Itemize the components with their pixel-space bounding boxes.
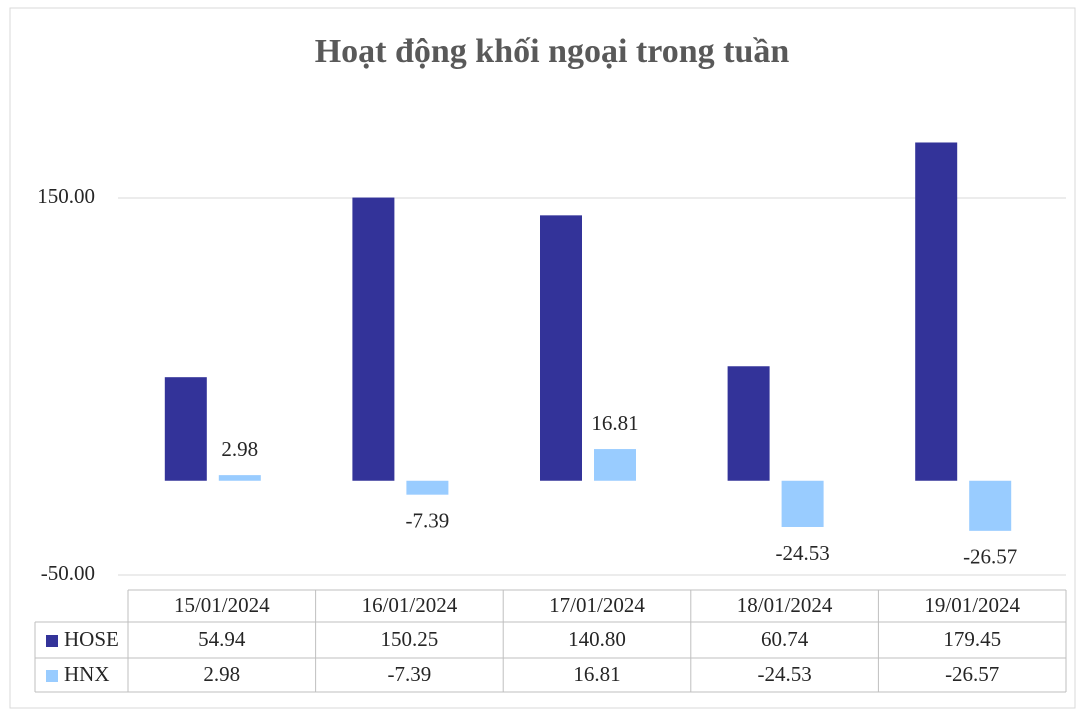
table-cell: 16.81 bbox=[573, 662, 620, 686]
legend-key bbox=[46, 635, 58, 647]
bar bbox=[406, 480, 449, 495]
y-tick-label: 150.00 bbox=[37, 184, 95, 208]
data-label: -24.53 bbox=[775, 541, 829, 565]
x-tick-label: 15/01/2024 bbox=[174, 593, 270, 617]
table-cell: 140.80 bbox=[568, 627, 626, 651]
data-label: 16.81 bbox=[591, 411, 638, 435]
x-tick-label: 19/01/2024 bbox=[924, 593, 1020, 617]
bar bbox=[540, 215, 582, 481]
legend-label: HOSE bbox=[64, 627, 119, 651]
table-cell: 2.98 bbox=[203, 662, 240, 686]
bar bbox=[218, 475, 261, 481]
bar bbox=[969, 480, 1012, 531]
y-tick-label: -50.00 bbox=[41, 561, 95, 585]
bar bbox=[727, 366, 770, 481]
table-cell: -26.57 bbox=[945, 662, 999, 686]
bar bbox=[352, 197, 395, 481]
table-cell: 150.25 bbox=[381, 627, 439, 651]
table-cell: -24.53 bbox=[757, 662, 811, 686]
table-cell: 60.74 bbox=[761, 627, 809, 651]
data-label: -7.39 bbox=[406, 508, 450, 532]
bar bbox=[594, 449, 636, 481]
data-label: -26.57 bbox=[963, 545, 1017, 569]
legend-label: HNX bbox=[64, 662, 110, 686]
bar bbox=[915, 142, 958, 481]
legend-key bbox=[46, 670, 58, 682]
x-tick-label: 18/01/2024 bbox=[737, 593, 833, 617]
table-cell: 179.45 bbox=[943, 627, 1001, 651]
bar bbox=[781, 480, 824, 527]
x-tick-label: 16/01/2024 bbox=[362, 593, 458, 617]
table-cell: -7.39 bbox=[388, 662, 432, 686]
x-tick-label: 17/01/2024 bbox=[549, 593, 645, 617]
data-label: 2.98 bbox=[221, 437, 258, 461]
bar bbox=[164, 377, 207, 481]
chart-title: Hoạt động khối ngoại trong tuần bbox=[315, 33, 790, 70]
table-cell: 54.94 bbox=[198, 627, 246, 651]
